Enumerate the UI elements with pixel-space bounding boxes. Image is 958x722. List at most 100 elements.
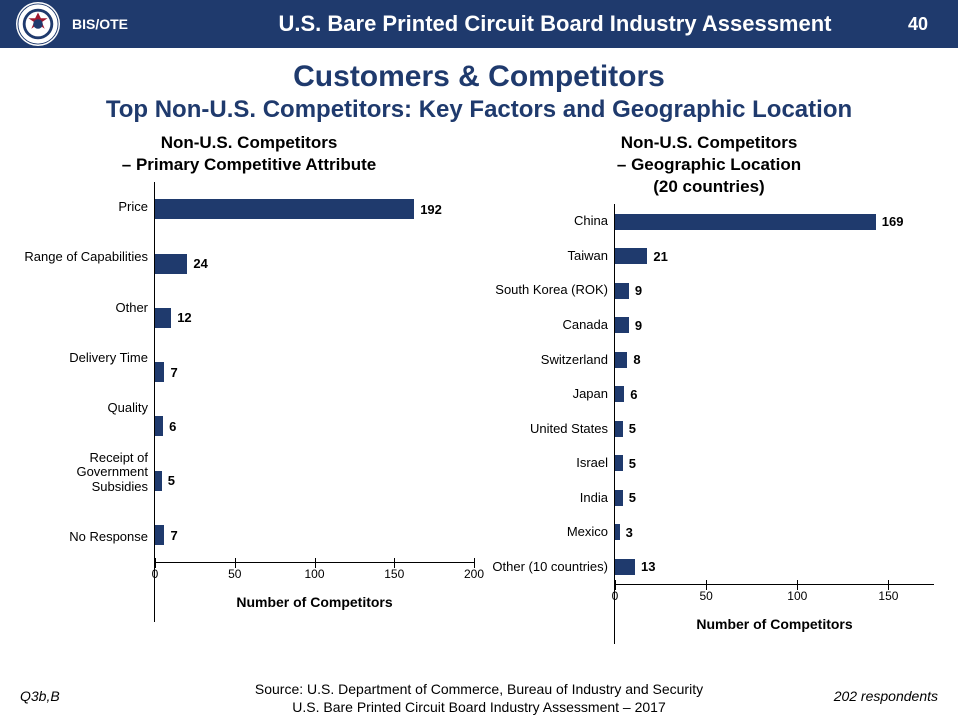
bar — [155, 362, 164, 382]
bar-value: 24 — [193, 256, 207, 271]
category-label: Taiwan — [484, 249, 608, 263]
bar — [615, 317, 629, 333]
bar — [615, 352, 627, 368]
bar-row: 24 — [155, 254, 474, 274]
bar — [615, 283, 629, 299]
chart-right-title: Non-U.S. Competitors – Geographic Locati… — [484, 132, 934, 198]
bar-value: 5 — [168, 473, 175, 488]
bar-value: 192 — [420, 202, 442, 217]
chart-right-plot: 169 21 9 9 8 6 5 5 5 3 13 0 50 100 150 Number of Comp… — [614, 204, 934, 644]
category-label: Range of Capabilities — [24, 250, 148, 264]
bar — [615, 490, 623, 506]
bar — [615, 421, 623, 437]
tick-label: 150 — [878, 589, 898, 603]
bar-value: 12 — [177, 310, 191, 325]
chart-right-bars: 169 21 9 9 8 6 5 5 5 3 13 — [615, 204, 934, 584]
tick-label: 100 — [304, 567, 324, 581]
bar-row: 7 — [155, 525, 474, 545]
bar — [615, 455, 623, 471]
tick-label: 50 — [228, 567, 241, 581]
bar-row: 21 — [615, 248, 934, 264]
bar-value: 5 — [629, 490, 636, 505]
category-label: Price — [24, 200, 148, 214]
bar — [155, 525, 164, 545]
bar-value: 5 — [629, 456, 636, 471]
bar-value: 9 — [635, 283, 642, 298]
category-label: Other (10 countries) — [484, 560, 608, 574]
bar — [615, 248, 647, 264]
category-label: Quality — [24, 401, 148, 415]
bar-row: 169 — [615, 214, 934, 230]
bar-row: 6 — [615, 386, 934, 402]
bar-row: 9 — [615, 317, 934, 333]
bar — [155, 308, 171, 328]
footer-source-line1: Source: U.S. Department of Commerce, Bur… — [20, 680, 938, 698]
category-label: No Response — [24, 530, 148, 544]
chart-left-plot: 19224127657 050100150200 Number of Compe… — [154, 182, 474, 622]
bar — [155, 199, 414, 219]
bar — [155, 254, 187, 274]
chart-left-xlabel: Number of Competitors — [155, 594, 474, 610]
bar-row: 5 — [615, 490, 934, 506]
category-label: China — [484, 214, 608, 228]
bar-value: 5 — [629, 421, 636, 436]
bar-row: 5 — [155, 471, 474, 491]
chart-left-ticks: 050100150200 — [155, 562, 474, 578]
page-number: 40 — [908, 14, 928, 35]
footer-source-line2: U.S. Bare Printed Circuit Board Industry… — [20, 698, 938, 716]
category-label: India — [484, 491, 608, 505]
chart-left: Non-U.S. Competitors – Primary Competiti… — [24, 132, 474, 644]
bar-row: 12 — [155, 308, 474, 328]
bar-row: 5 — [615, 455, 934, 471]
bar-value: 21 — [653, 249, 667, 264]
category-label: Other — [24, 301, 148, 315]
category-label: Delivery Time — [24, 351, 148, 365]
bar-row: 5 — [615, 421, 934, 437]
footer-center: Source: U.S. Department of Commerce, Bur… — [20, 680, 938, 716]
subtitle: Top Non-U.S. Competitors: Key Factors an… — [0, 96, 958, 124]
tick-label: 150 — [384, 567, 404, 581]
tick-label: 0 — [152, 567, 159, 581]
bar-value: 13 — [641, 559, 655, 574]
bar-value: 8 — [633, 352, 640, 367]
bar-row: 3 — [615, 524, 934, 540]
bar-value: 3 — [626, 525, 633, 540]
bar-row: 9 — [615, 283, 934, 299]
bar-value: 6 — [169, 419, 176, 434]
org-label: BIS/OTE — [72, 16, 128, 32]
footer-right: 202 respondents — [834, 688, 938, 704]
bar-value: 169 — [882, 214, 904, 229]
bar — [615, 524, 620, 540]
bar-row: 7 — [155, 362, 474, 382]
chart-right-xlabel: Number of Competitors — [615, 616, 934, 632]
category-label: Israel — [484, 456, 608, 470]
bar-row: 6 — [155, 416, 474, 436]
category-label: Canada — [484, 318, 608, 332]
chart-left-title: Non-U.S. Competitors – Primary Competiti… — [24, 132, 474, 176]
category-label: Mexico — [484, 525, 608, 539]
tick-label: 50 — [699, 589, 712, 603]
bar — [155, 416, 163, 436]
tick-label: 200 — [464, 567, 484, 581]
chart-left-ylabels: Price Range of Capabilities Other Delivery … — [24, 182, 154, 562]
bar-row: 8 — [615, 352, 934, 368]
bar — [615, 386, 624, 402]
category-label: Switzerland — [484, 353, 608, 367]
category-label: United States — [484, 422, 608, 436]
footer: Q3b,B Source: U.S. Department of Commerc… — [0, 680, 958, 716]
bar-value: 9 — [635, 318, 642, 333]
charts-container: Non-U.S. Competitors – Primary Competiti… — [0, 132, 958, 644]
bar-value: 7 — [170, 528, 177, 543]
category-label: Receipt of Government Subsidies — [24, 451, 148, 494]
bar-value: 6 — [630, 387, 637, 402]
bar-row: 192 — [155, 199, 474, 219]
bar — [615, 559, 635, 575]
bar-row: 13 — [615, 559, 934, 575]
bar — [155, 471, 162, 491]
tick-label: 0 — [612, 589, 619, 603]
header-bar: BIS/OTE U.S. Bare Printed Circuit Board … — [0, 0, 958, 48]
category-label: South Korea (ROK) — [484, 283, 608, 297]
tick-label: 100 — [787, 589, 807, 603]
bar-value: 7 — [170, 365, 177, 380]
header-title: U.S. Bare Printed Circuit Board Industry… — [168, 11, 942, 37]
